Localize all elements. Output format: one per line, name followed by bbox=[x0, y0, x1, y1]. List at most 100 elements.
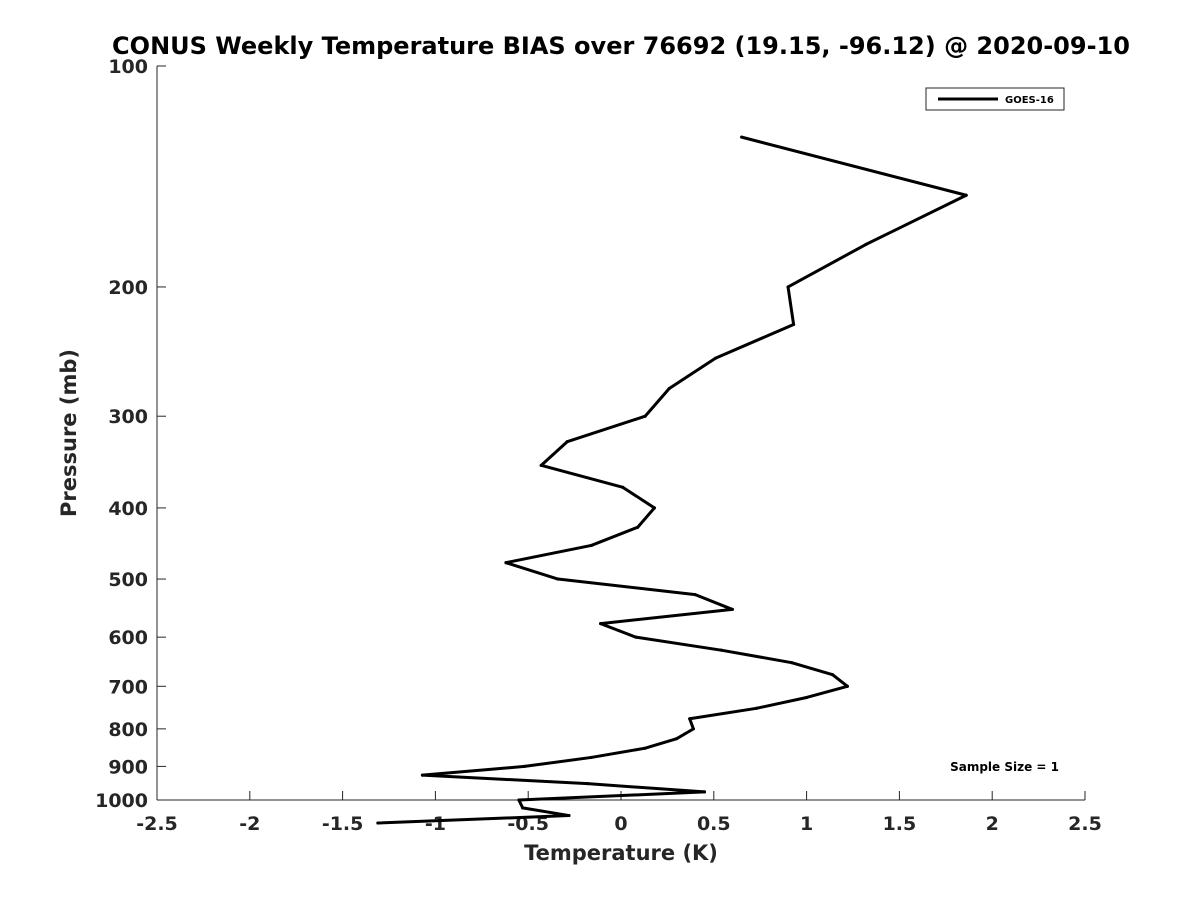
data-point bbox=[691, 727, 695, 731]
series-segment bbox=[589, 746, 647, 759]
series-segment bbox=[589, 525, 640, 547]
data-point bbox=[667, 386, 671, 390]
x-tick-label: -1.5 bbox=[322, 813, 364, 835]
x-tick-label: 1.5 bbox=[883, 813, 917, 835]
data-point bbox=[522, 764, 526, 768]
axes: -2.5 -2 -1.5 -1 -0.5 0 0.5 1 1.5 2 2.5 10020030040… bbox=[95, 56, 1102, 835]
data-point bbox=[703, 790, 707, 794]
series-segment bbox=[786, 285, 796, 327]
series-segment bbox=[539, 440, 569, 467]
series-goes-16 bbox=[376, 135, 968, 825]
data-point bbox=[786, 285, 790, 289]
data-point bbox=[556, 577, 560, 581]
y-tick-label: 700 bbox=[108, 676, 148, 698]
x-tick-label: 2 bbox=[986, 813, 999, 835]
data-point bbox=[675, 737, 679, 741]
legend: GOES-16 bbox=[925, 87, 1065, 111]
y-tick-label: 800 bbox=[108, 719, 148, 741]
x-ticks: -2.5 -2 -1.5 -1 -0.5 0 0.5 1 1.5 2 2.5 bbox=[136, 791, 1102, 835]
sample-size-annotation: Sample Size = 1 bbox=[950, 760, 1059, 774]
series-segment bbox=[719, 648, 794, 665]
chart-title: CONUS Weekly Temperature BIAS over 76692… bbox=[112, 32, 1130, 60]
series-segment bbox=[504, 561, 560, 581]
data-point bbox=[845, 684, 849, 688]
series-segment bbox=[420, 764, 526, 777]
series-segment bbox=[521, 806, 571, 818]
series-segment bbox=[693, 593, 734, 611]
y-tick-label: 900 bbox=[108, 756, 148, 778]
data-point bbox=[420, 773, 424, 777]
x-tick-label: -2 bbox=[239, 813, 260, 835]
data-point bbox=[719, 648, 723, 652]
series-segment bbox=[805, 684, 849, 699]
x-axis-label: Temperature (K) bbox=[524, 841, 718, 865]
y-tick-label: 600 bbox=[108, 627, 148, 649]
x-tick-label: 0.5 bbox=[697, 813, 731, 835]
series-segment bbox=[556, 577, 697, 597]
series-segment bbox=[790, 661, 835, 677]
data-point bbox=[754, 706, 758, 710]
series-segment bbox=[740, 135, 968, 197]
data-point bbox=[730, 607, 734, 611]
x-tick-label: 1 bbox=[800, 813, 813, 835]
x-tick-label: -2.5 bbox=[136, 813, 178, 835]
data-point bbox=[589, 755, 593, 759]
data-point bbox=[643, 746, 647, 750]
series-segment bbox=[522, 755, 593, 768]
data-point bbox=[790, 661, 794, 665]
x-tick-label: -1 bbox=[425, 813, 446, 835]
data-point bbox=[805, 695, 809, 699]
series-layer bbox=[376, 135, 968, 825]
data-point bbox=[589, 543, 593, 547]
y-tick-label: 200 bbox=[108, 277, 148, 299]
data-point bbox=[521, 806, 525, 810]
series-segment bbox=[376, 814, 571, 825]
y-tick-label: 500 bbox=[108, 569, 148, 591]
series-segment bbox=[420, 773, 590, 786]
data-point bbox=[652, 506, 656, 510]
data-point bbox=[643, 414, 647, 418]
y-tick-label: 400 bbox=[108, 498, 148, 520]
series-segment bbox=[831, 673, 849, 688]
series-segment bbox=[634, 635, 723, 652]
data-point bbox=[831, 673, 835, 677]
series-segment bbox=[636, 506, 656, 529]
y-tick-label: 1000 bbox=[95, 790, 148, 812]
series-segment bbox=[786, 242, 868, 289]
y-tick-label: 100 bbox=[108, 56, 148, 78]
data-point bbox=[376, 821, 380, 825]
data-point bbox=[567, 814, 571, 818]
x-tick-label: 2.5 bbox=[1068, 813, 1102, 835]
series-segment bbox=[688, 706, 758, 721]
series-segment bbox=[599, 622, 638, 639]
y-tick-label: 300 bbox=[108, 406, 148, 428]
data-point bbox=[688, 717, 692, 721]
series-segment bbox=[539, 463, 625, 489]
x-tick-label: 0 bbox=[614, 813, 627, 835]
series-segment bbox=[565, 414, 647, 444]
data-point bbox=[714, 356, 718, 360]
data-point bbox=[636, 525, 640, 529]
data-point bbox=[586, 782, 590, 786]
data-point bbox=[864, 242, 868, 246]
data-point bbox=[621, 485, 625, 489]
legend-label: GOES-16 bbox=[1005, 95, 1054, 106]
series-segment bbox=[864, 193, 968, 246]
series-segment bbox=[754, 695, 809, 710]
series-segment bbox=[621, 485, 656, 510]
series-segment bbox=[599, 607, 734, 626]
series-segment bbox=[714, 323, 796, 360]
series-segment bbox=[643, 737, 679, 750]
data-point bbox=[740, 135, 744, 139]
series-segment bbox=[517, 790, 707, 802]
series-segment bbox=[688, 717, 695, 731]
series-segment bbox=[667, 356, 718, 390]
series-segment bbox=[675, 727, 695, 741]
y-ticks: 100 200 300 400 500 600 700 800 900 1000 bbox=[95, 56, 166, 812]
series-segment bbox=[504, 543, 593, 565]
series-segment bbox=[643, 386, 671, 418]
data-point bbox=[634, 635, 638, 639]
data-point bbox=[964, 193, 968, 197]
data-point bbox=[504, 561, 508, 565]
